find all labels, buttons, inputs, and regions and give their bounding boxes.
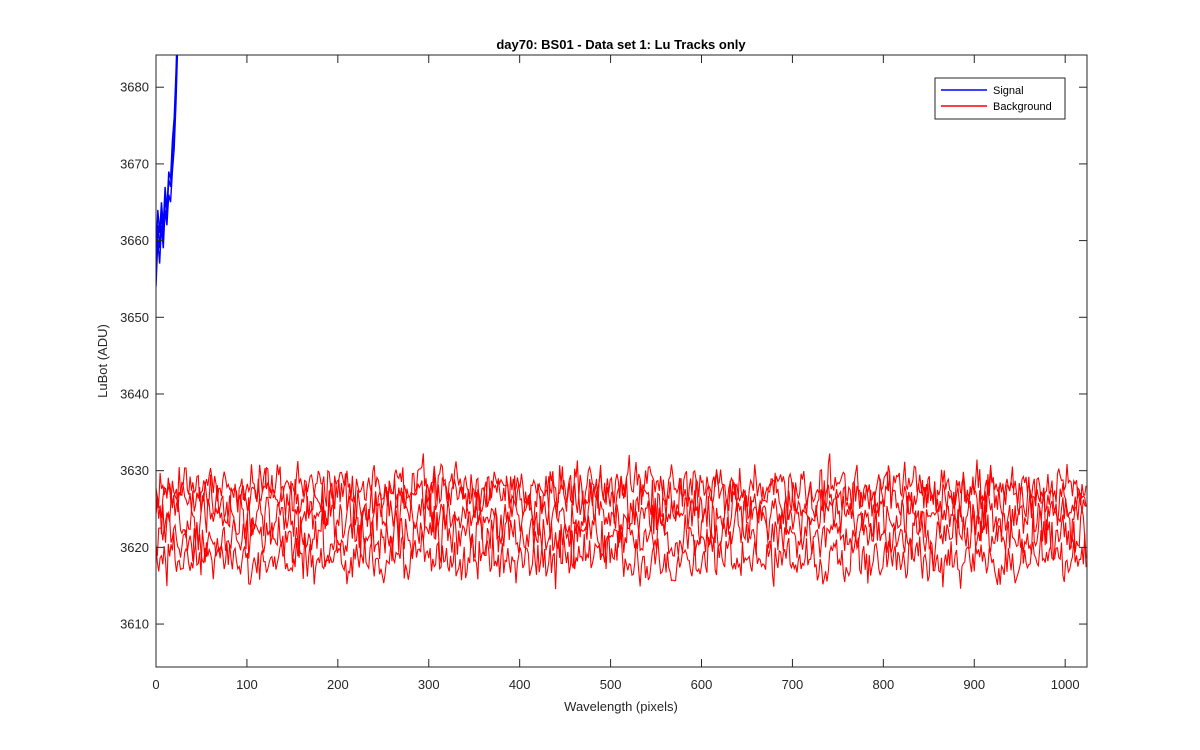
legend-box <box>934 77 1066 120</box>
chart-title: day70: BS01 - Data set 1: Lu Tracks only <box>496 37 746 52</box>
y-tick-label-3680: 3680 <box>120 80 149 95</box>
x-tick-label-700: 700 <box>782 677 804 692</box>
signal-trace-2 <box>156 55 178 272</box>
y-tick-label-3640: 3640 <box>120 386 149 401</box>
x-tick-label-900: 900 <box>963 677 985 692</box>
x-axis-label: Wavelength (pixels) <box>564 699 678 714</box>
x-tick-label-300: 300 <box>418 677 440 692</box>
y-tick-label-3630: 3630 <box>120 463 149 478</box>
background-trace-3 <box>156 482 1087 553</box>
y-tick-label-3620: 3620 <box>120 540 149 555</box>
x-tick-label-400: 400 <box>509 677 531 692</box>
x-tick-label-600: 600 <box>691 677 713 692</box>
x-tick-label-200: 200 <box>327 677 349 692</box>
y-axis-label: LuBot (ADU) <box>95 324 110 398</box>
background-trace-1 <box>156 521 1087 590</box>
legend-background-label: Background <box>993 101 1052 113</box>
signal-trace-3 <box>156 55 178 256</box>
x-axis: 0 100 200 300 400 500 600 700 800 900 1000 <box>152 55 1080 692</box>
y-tick-label-3660: 3660 <box>120 233 149 248</box>
plot-data <box>156 55 1087 590</box>
background-trace-2 <box>156 501 1087 571</box>
y-tick-label-3610: 3610 <box>120 617 149 632</box>
x-tick-label-100: 100 <box>236 677 258 692</box>
legend-signal-label: Signal <box>993 85 1024 97</box>
x-tick-label-1000: 1000 <box>1051 677 1080 692</box>
y-axis: 3610 3620 3630 3640 3650 3660 3670 3680 <box>120 80 1087 632</box>
x-tick-label-800: 800 <box>872 677 894 692</box>
plot-area <box>155 54 1088 668</box>
legend: Signal Background <box>934 77 1066 120</box>
y-tick-label-3650: 3650 <box>120 310 149 325</box>
y-tick-label-3670: 3670 <box>120 156 149 171</box>
x-tick-label-500: 500 <box>600 677 622 692</box>
x-tick-label-0: 0 <box>152 677 159 692</box>
background-trace-5 <box>156 453 1087 518</box>
signal-trace-1 <box>156 55 179 287</box>
